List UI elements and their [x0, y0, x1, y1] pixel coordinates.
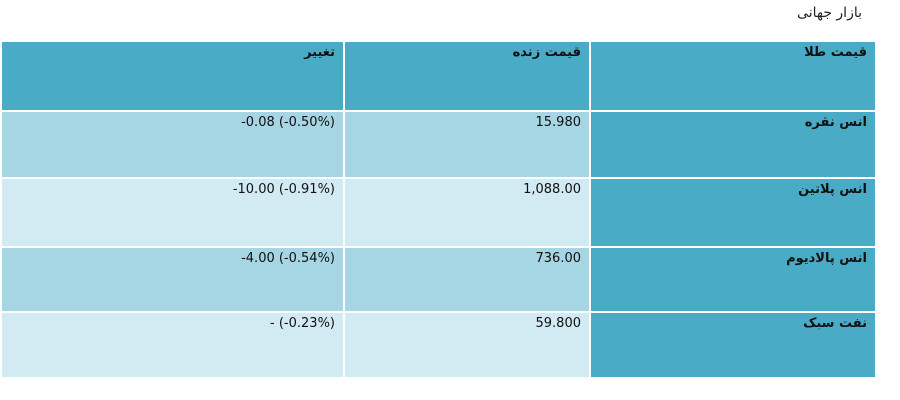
row-change: -10.00 (-0.91%) — [0, 177, 345, 248]
row-change: -0.08 (-0.50%) — [0, 110, 345, 179]
header-change: تغییر — [0, 40, 345, 112]
row-name: انس نقره — [589, 110, 877, 179]
row-name: انس پلاتین — [589, 177, 877, 248]
row-price: 59.800 — [343, 311, 591, 379]
row-price: 736.00 — [343, 246, 591, 313]
table-header-row: قیمت طلا قیمت زنده تغییر — [0, 40, 877, 112]
table-row: انس پلاتین 1,088.00 -10.00 (-0.91%) — [0, 177, 877, 248]
market-table: قیمت طلا قیمت زنده تغییر انس نقره 15.980… — [0, 40, 877, 379]
header-name: قیمت طلا — [589, 40, 877, 112]
row-change: -4.00 (-0.54%) — [0, 246, 345, 313]
header-price: قیمت زنده — [343, 40, 591, 112]
table-row: انس پالادیوم 736.00 -4.00 (-0.54%) — [0, 246, 877, 313]
table-row: انس نقره 15.980 -0.08 (-0.50%) — [0, 110, 877, 179]
row-change: - (-0.23%) — [0, 311, 345, 379]
row-name: انس پالادیوم — [589, 246, 877, 313]
table-row: نفت سبک 59.800 - (-0.23%) — [0, 311, 877, 379]
section-caption: بازار جهانی — [797, 5, 862, 21]
row-price: 15.980 — [343, 110, 591, 179]
row-price: 1,088.00 — [343, 177, 591, 248]
row-name: نفت سبک — [589, 311, 877, 379]
